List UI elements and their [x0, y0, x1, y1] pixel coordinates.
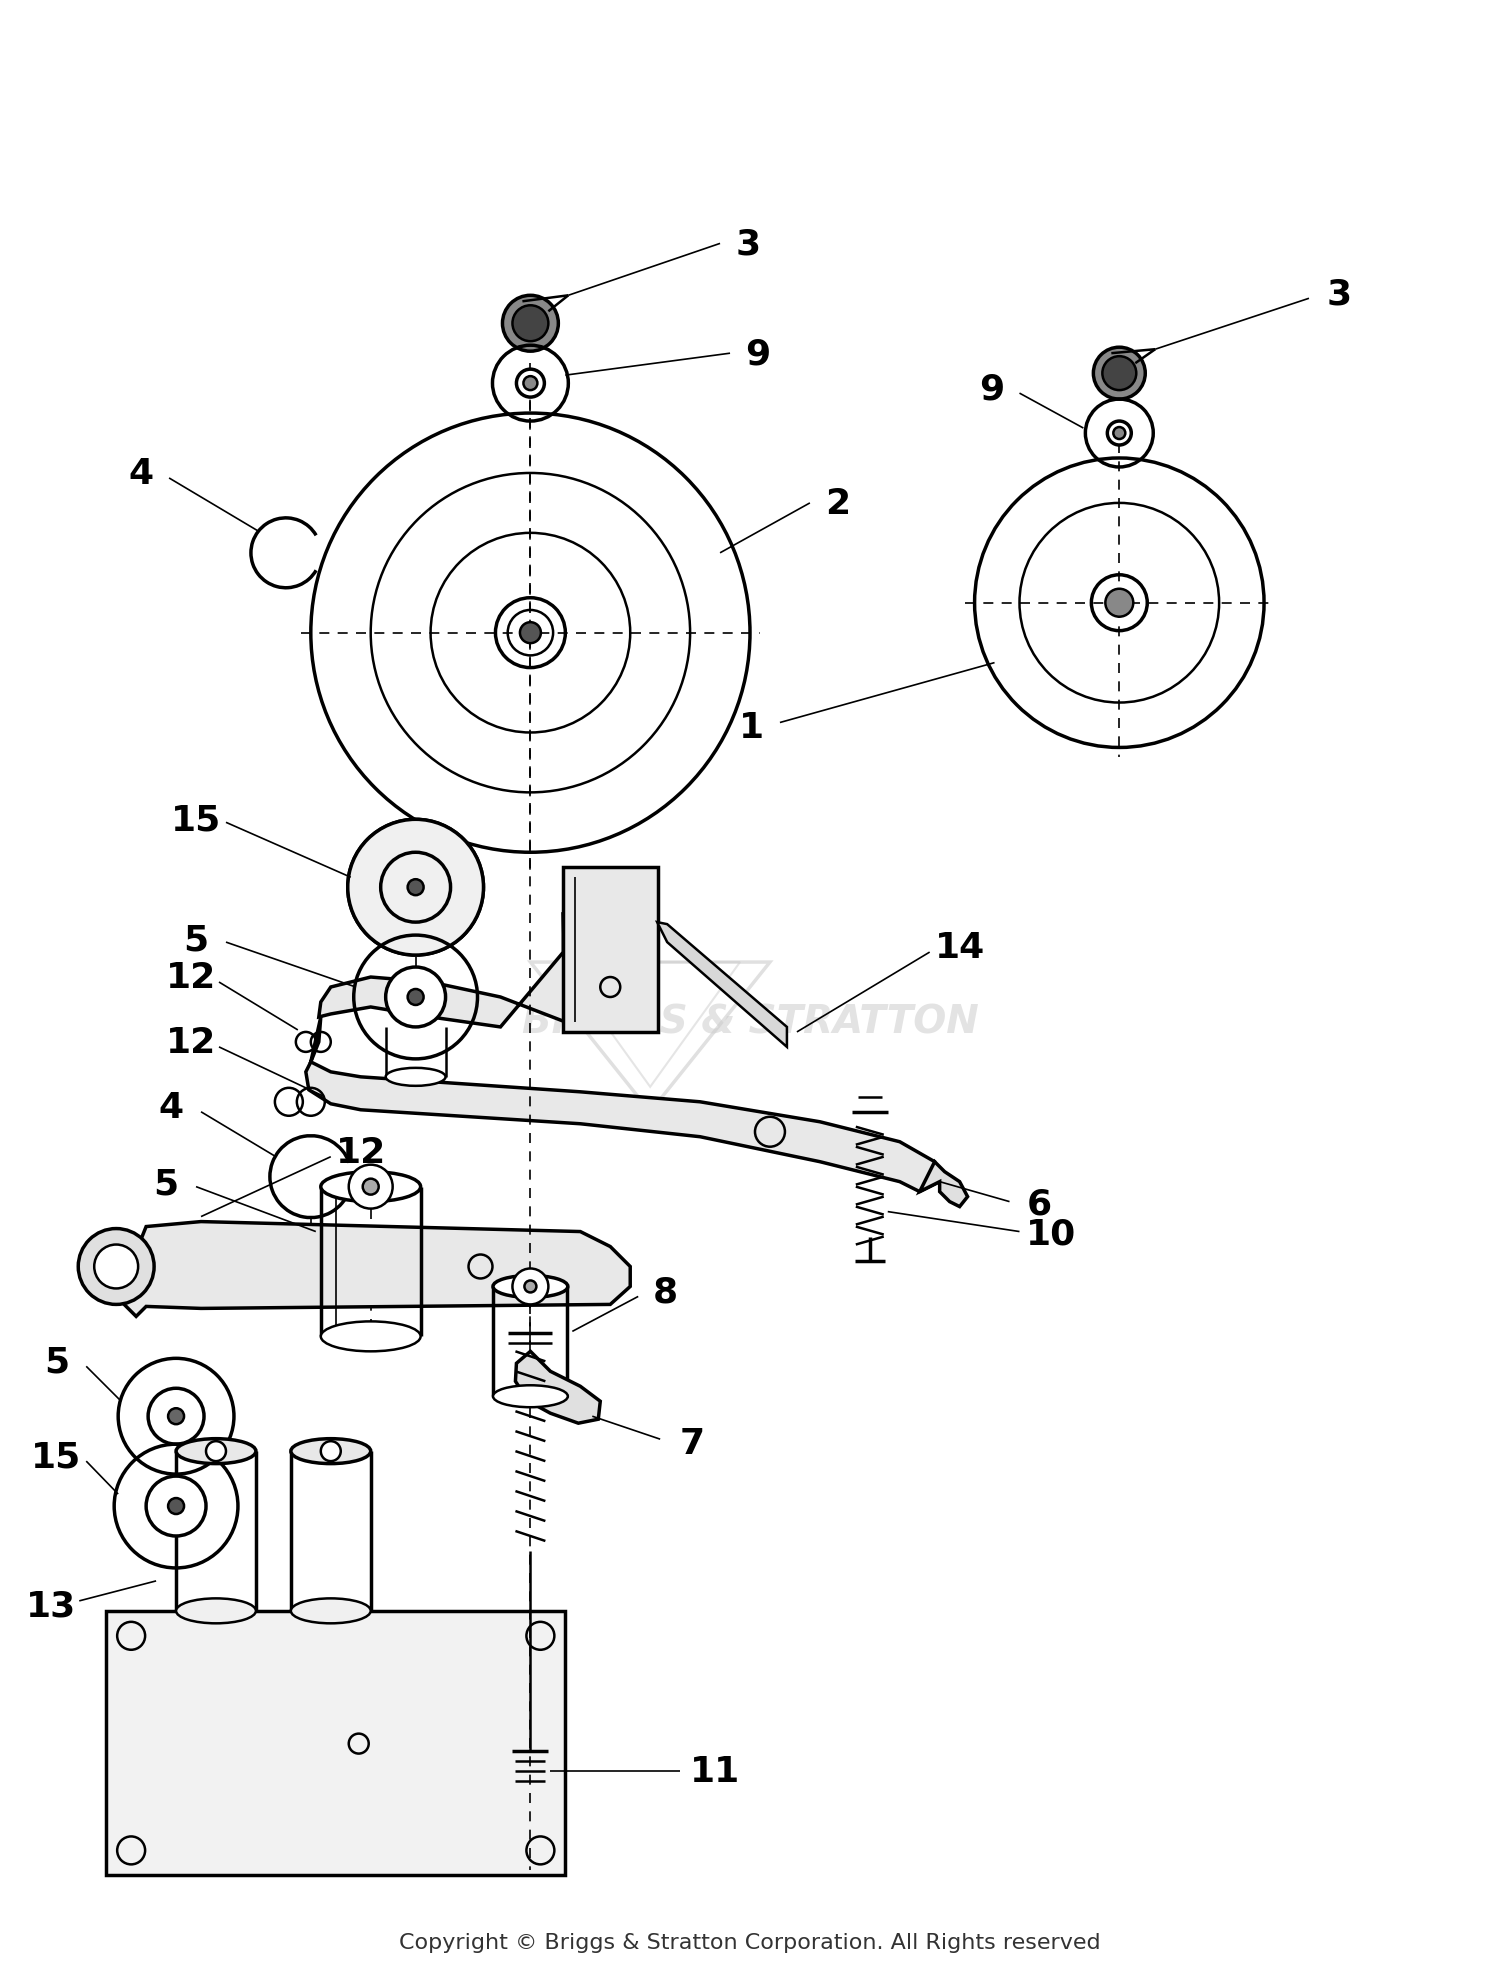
Circle shape [206, 1441, 226, 1461]
Ellipse shape [321, 1171, 420, 1201]
Text: 1: 1 [740, 712, 765, 745]
Circle shape [1107, 422, 1131, 446]
Text: 7: 7 [680, 1427, 705, 1461]
Ellipse shape [494, 1385, 568, 1407]
Circle shape [345, 1187, 352, 1195]
Circle shape [386, 967, 446, 1027]
Text: 10: 10 [1026, 1217, 1077, 1251]
Text: 3: 3 [1326, 277, 1352, 311]
Circle shape [516, 371, 544, 398]
Circle shape [520, 622, 542, 644]
Text: 5: 5 [44, 1344, 69, 1379]
Circle shape [148, 1389, 204, 1445]
Circle shape [408, 989, 423, 1005]
Text: 8: 8 [652, 1274, 678, 1308]
Text: 12: 12 [336, 1136, 386, 1169]
Text: 9: 9 [980, 373, 1004, 406]
Text: 4: 4 [129, 456, 153, 492]
Text: 15: 15 [171, 803, 220, 836]
Circle shape [363, 1179, 378, 1195]
Circle shape [168, 1498, 184, 1514]
Text: 15: 15 [32, 1439, 81, 1473]
Circle shape [381, 852, 450, 924]
Polygon shape [320, 912, 566, 1027]
Circle shape [513, 1268, 549, 1304]
Circle shape [78, 1229, 154, 1304]
Circle shape [94, 1245, 138, 1288]
Circle shape [408, 880, 423, 896]
Ellipse shape [176, 1599, 256, 1623]
Bar [106, 1611, 566, 1875]
Circle shape [168, 1409, 184, 1425]
Polygon shape [516, 1352, 600, 1423]
Text: 9: 9 [746, 337, 771, 371]
Polygon shape [116, 1223, 630, 1316]
Ellipse shape [494, 1276, 568, 1298]
Text: 5: 5 [183, 924, 209, 957]
Text: 11: 11 [690, 1754, 740, 1788]
Text: 2: 2 [825, 488, 850, 521]
Circle shape [348, 1165, 393, 1209]
Circle shape [321, 1441, 340, 1461]
Text: Copyright © Briggs & Stratton Corporation. All Rights reserved: Copyright © Briggs & Stratton Corporatio… [399, 1932, 1101, 1952]
Text: 4: 4 [159, 1090, 183, 1124]
Ellipse shape [386, 1068, 446, 1086]
Circle shape [1094, 349, 1146, 400]
Circle shape [513, 305, 549, 343]
Ellipse shape [176, 1439, 256, 1465]
Bar [564, 868, 658, 1033]
Circle shape [1106, 589, 1134, 616]
Text: 5: 5 [153, 1167, 178, 1201]
Circle shape [146, 1477, 206, 1536]
Ellipse shape [321, 1322, 420, 1352]
Circle shape [1102, 357, 1137, 390]
Ellipse shape [291, 1439, 370, 1465]
Text: 6: 6 [1028, 1187, 1051, 1221]
Circle shape [503, 295, 558, 353]
Text: BRIGGS & STRATTON: BRIGGS & STRATTON [522, 1003, 978, 1041]
Circle shape [524, 377, 537, 390]
Text: 13: 13 [26, 1590, 76, 1623]
Polygon shape [306, 1017, 939, 1191]
Ellipse shape [291, 1599, 370, 1623]
Polygon shape [657, 924, 788, 1046]
Text: 3: 3 [735, 228, 760, 262]
Text: 14: 14 [934, 932, 984, 965]
Circle shape [525, 1280, 537, 1292]
Polygon shape [920, 1161, 968, 1207]
Text: 12: 12 [166, 961, 216, 995]
Text: 12: 12 [166, 1025, 216, 1058]
Circle shape [348, 821, 483, 955]
Circle shape [1113, 428, 1125, 440]
